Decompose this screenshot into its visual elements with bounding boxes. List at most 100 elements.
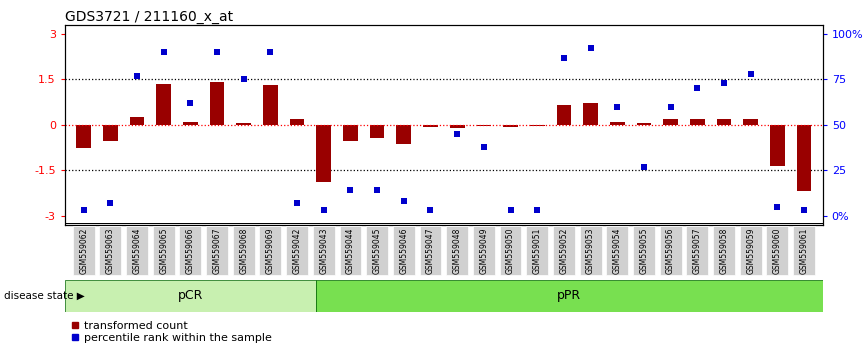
Bar: [583, 103, 598, 125]
Text: GSM559047: GSM559047: [426, 227, 435, 274]
Bar: [236, 123, 251, 125]
Point: [157, 49, 171, 55]
Text: GSM559042: GSM559042: [293, 227, 301, 274]
Bar: [397, 125, 411, 144]
Point: [663, 104, 677, 109]
Point: [397, 198, 410, 204]
Text: GDS3721 / 211160_x_at: GDS3721 / 211160_x_at: [65, 10, 233, 24]
Bar: [690, 119, 705, 125]
Bar: [316, 125, 331, 182]
Point: [210, 49, 224, 55]
Bar: [503, 125, 518, 127]
Text: GSM559057: GSM559057: [693, 227, 701, 274]
Point: [423, 207, 437, 213]
Bar: [103, 125, 118, 142]
Text: GSM559061: GSM559061: [799, 227, 809, 274]
FancyBboxPatch shape: [553, 226, 575, 275]
Point: [77, 207, 91, 213]
FancyBboxPatch shape: [793, 226, 815, 275]
Text: GSM559059: GSM559059: [746, 227, 755, 274]
FancyBboxPatch shape: [633, 226, 655, 275]
Text: GSM559052: GSM559052: [559, 227, 568, 274]
FancyBboxPatch shape: [766, 226, 788, 275]
Text: GSM559060: GSM559060: [772, 227, 782, 274]
Bar: [797, 125, 811, 192]
Bar: [449, 125, 464, 128]
Point: [797, 207, 811, 213]
Point: [344, 187, 358, 193]
FancyBboxPatch shape: [366, 226, 388, 275]
Bar: [130, 117, 145, 125]
FancyBboxPatch shape: [126, 226, 148, 275]
Bar: [637, 123, 651, 125]
FancyBboxPatch shape: [316, 280, 823, 312]
FancyBboxPatch shape: [73, 226, 94, 275]
Text: GSM559046: GSM559046: [399, 227, 408, 274]
Point: [263, 49, 277, 55]
FancyBboxPatch shape: [206, 226, 228, 275]
Text: GSM559049: GSM559049: [480, 227, 488, 274]
FancyBboxPatch shape: [65, 280, 316, 312]
Bar: [743, 119, 758, 125]
FancyBboxPatch shape: [713, 226, 735, 275]
Point: [103, 200, 117, 206]
FancyBboxPatch shape: [100, 226, 121, 275]
FancyBboxPatch shape: [579, 226, 602, 275]
FancyBboxPatch shape: [500, 226, 521, 275]
Text: disease state ▶: disease state ▶: [4, 291, 85, 301]
FancyBboxPatch shape: [286, 226, 308, 275]
Text: GSM559054: GSM559054: [613, 227, 622, 274]
FancyBboxPatch shape: [527, 226, 548, 275]
Text: GSM559043: GSM559043: [320, 227, 328, 274]
Bar: [157, 84, 171, 125]
Bar: [770, 125, 785, 166]
Text: GSM559066: GSM559066: [186, 227, 195, 274]
Point: [530, 207, 544, 213]
Point: [584, 46, 598, 51]
Text: GSM559053: GSM559053: [586, 227, 595, 274]
Bar: [183, 122, 197, 125]
Point: [477, 144, 491, 149]
Bar: [663, 119, 678, 125]
Bar: [343, 125, 358, 142]
Bar: [610, 122, 624, 125]
Text: GSM559069: GSM559069: [266, 227, 275, 274]
Legend: transformed count, percentile rank within the sample: transformed count, percentile rank withi…: [70, 321, 272, 343]
Point: [557, 55, 571, 60]
FancyBboxPatch shape: [260, 226, 281, 275]
FancyBboxPatch shape: [687, 226, 708, 275]
Text: GSM559044: GSM559044: [346, 227, 355, 274]
Text: GSM559058: GSM559058: [720, 227, 728, 274]
Bar: [370, 125, 385, 138]
FancyBboxPatch shape: [419, 226, 442, 275]
Text: GSM559050: GSM559050: [506, 227, 515, 274]
Point: [130, 73, 144, 79]
Point: [370, 187, 384, 193]
Point: [317, 207, 331, 213]
FancyBboxPatch shape: [233, 226, 255, 275]
Point: [184, 100, 197, 106]
FancyBboxPatch shape: [393, 226, 415, 275]
Point: [771, 204, 785, 210]
Bar: [263, 85, 278, 125]
Point: [637, 164, 651, 170]
FancyBboxPatch shape: [446, 226, 469, 275]
Point: [504, 207, 518, 213]
Text: GSM559062: GSM559062: [79, 227, 88, 274]
Text: pPR: pPR: [557, 289, 581, 302]
Text: GSM559045: GSM559045: [372, 227, 382, 274]
Text: GSM559051: GSM559051: [533, 227, 542, 274]
Text: GSM559065: GSM559065: [159, 227, 168, 274]
Point: [690, 86, 704, 91]
Text: GSM559064: GSM559064: [132, 227, 141, 274]
FancyBboxPatch shape: [179, 226, 201, 275]
Point: [717, 80, 731, 86]
Text: GSM559067: GSM559067: [212, 227, 222, 274]
Text: pCR: pCR: [178, 289, 203, 302]
Point: [744, 71, 758, 77]
Text: GSM559063: GSM559063: [106, 227, 115, 274]
Bar: [530, 125, 545, 126]
Bar: [76, 125, 91, 148]
Text: GSM559056: GSM559056: [666, 227, 675, 274]
FancyBboxPatch shape: [473, 226, 494, 275]
